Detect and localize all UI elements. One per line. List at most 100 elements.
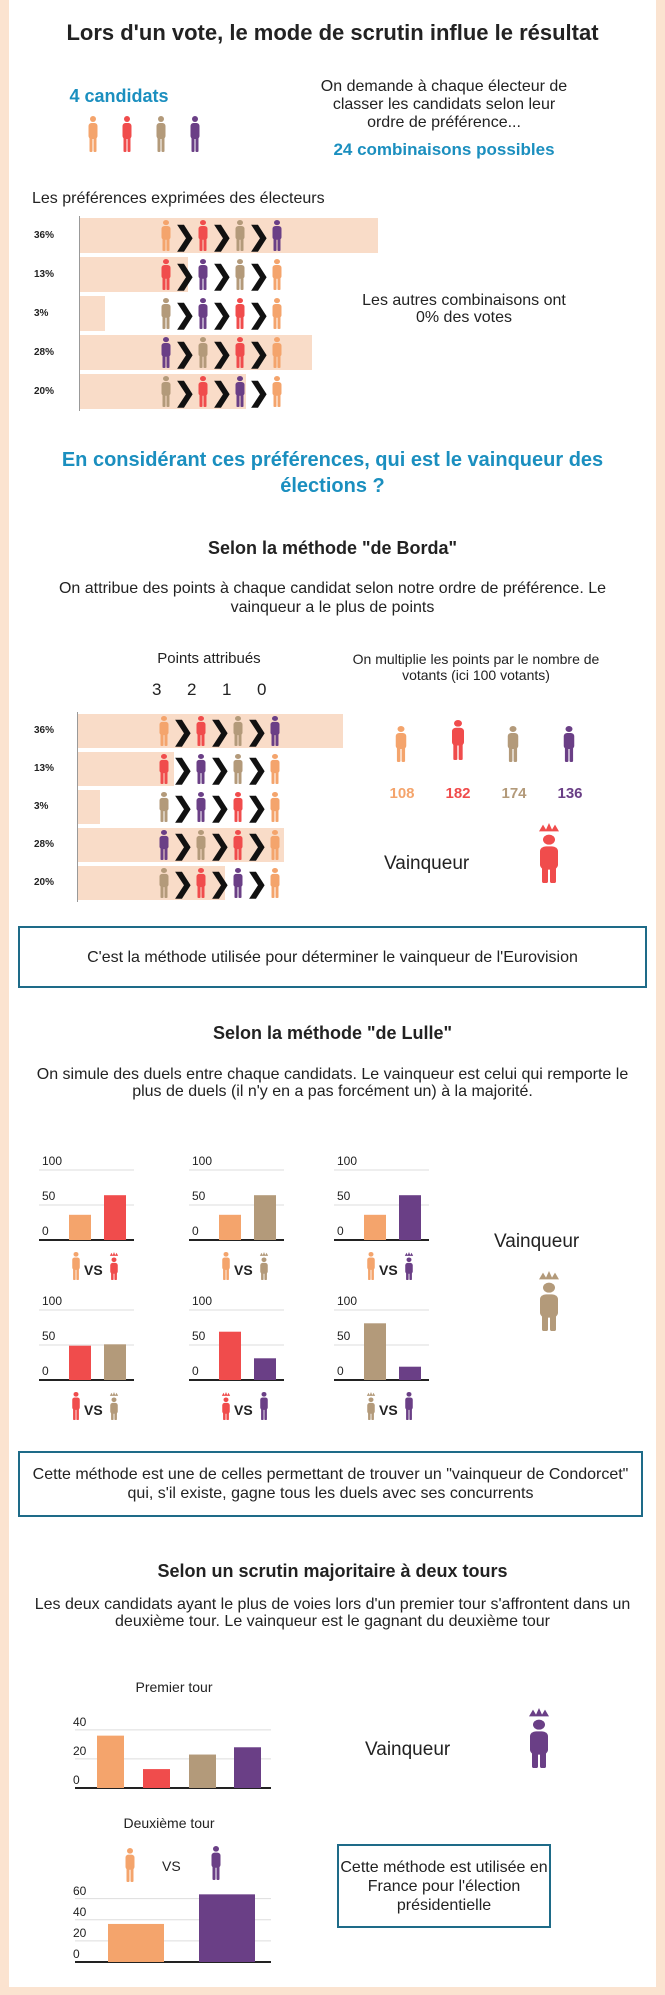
duel-bar (69, 1214, 91, 1240)
tan-candidate-icon (232, 754, 244, 784)
preferences-heading: Les préférences exprimées des électeurs (32, 190, 325, 207)
red-candidate-icon (197, 220, 209, 251)
preference-arrow-icon: ❯ (174, 337, 196, 368)
majority-heading: Selon un scrutin majoritaire à deux tour… (157, 1561, 508, 1581)
preference-arrow-icon: ❯ (174, 220, 196, 251)
round1-tick-label: 20 (73, 1743, 87, 1758)
purple-candidate-icon (271, 220, 283, 251)
round1-bar (189, 1754, 216, 1788)
duel-tick-label: 50 (192, 1329, 206, 1343)
lulle-winner-icon (537, 1271, 561, 1331)
purple-candidate-icon (197, 259, 209, 290)
crowned-winner-icon (527, 1708, 551, 1768)
purple-candidate-icon (210, 1846, 222, 1880)
tan-candidate-icon (158, 868, 170, 898)
duel-tick-label: 50 (337, 1189, 351, 1203)
share-bar (78, 714, 343, 748)
red-candidate-icon (232, 792, 244, 822)
preference-arrow-icon: ❯ (248, 220, 270, 251)
purple-candidate-icon (404, 1252, 414, 1280)
round2-bar (199, 1894, 255, 1962)
preference-arrow-icon: ❯ (172, 792, 194, 822)
round2-tick-label: 0 (73, 1947, 80, 1961)
infographic: Lors d'un vote, le mode de scrutin influ… (9, 0, 656, 1987)
borda-winner-icon (537, 823, 561, 883)
share-bar (78, 752, 174, 786)
orange-candidate-icon (271, 298, 283, 329)
preference-arrow-icon: ❯ (248, 298, 270, 329)
tan-candidate-icon (109, 1392, 119, 1420)
majority-winner-icon (527, 1708, 551, 1768)
round2-tick-label: 40 (73, 1904, 87, 1919)
red-candidate-icon (450, 720, 466, 760)
borda-note-box: C'est la méthode utilisée pour détermine… (18, 926, 647, 988)
round1-bar (234, 1747, 261, 1788)
tan-candidate-icon (234, 220, 246, 251)
axis-line (77, 712, 78, 902)
main-question: En considérant ces préférences, qui est … (61, 449, 604, 497)
preference-arrow-icon: ❯ (211, 337, 233, 368)
preference-arrow-icon: ❯ (174, 298, 196, 329)
red-candidate-icon (195, 716, 207, 746)
row-percent-label: 36% (34, 229, 55, 241)
majority-description: Les deux candidats ayant le plus de voie… (34, 1596, 631, 1630)
purple-candidate-icon (189, 116, 201, 152)
red-candidate-icon (232, 830, 244, 860)
preference-arrow-icon: ❯ (209, 830, 231, 860)
orange-candidate-icon (269, 754, 281, 784)
duel-tick-label: 0 (337, 1224, 344, 1238)
purple-candidate-icon (404, 1392, 414, 1420)
duel-bar (399, 1195, 421, 1240)
orange-candidate-icon (87, 116, 99, 152)
duel-bar (69, 1345, 91, 1380)
candidate-icons (87, 116, 217, 156)
orange-candidate-icon (124, 1848, 136, 1882)
duel-bar (364, 1214, 386, 1240)
orange-candidate-icon (269, 792, 281, 822)
row-percent-label: 20% (34, 385, 55, 397)
duel-bar (219, 1214, 241, 1240)
lulle-winner-label: Vainqueur (494, 1231, 580, 1252)
lulle-description: On simule des duels entre chaque candida… (36, 1066, 629, 1100)
row-percent-label: 13% (34, 763, 55, 774)
preference-arrow-icon: ❯ (248, 337, 270, 368)
orange-candidate-icon (271, 376, 283, 407)
preference-arrow-icon: ❯ (172, 716, 194, 746)
duel-tick-label: 50 (192, 1189, 206, 1203)
preference-arrow-icon: ❯ (211, 376, 233, 407)
row-percent-label: 3% (34, 801, 49, 812)
page-title: Lors d'un vote, le mode de scrutin influ… (66, 20, 599, 45)
purple-candidate-icon (195, 754, 207, 784)
duel-bar (104, 1195, 126, 1240)
share-bar (80, 296, 105, 331)
preference-arrow-icon: ❯ (209, 754, 231, 784)
duel-tick-label: 100 (192, 1154, 213, 1168)
tan-candidate-icon (232, 716, 244, 746)
preference-arrow-icon: ❯ (246, 716, 268, 746)
orange-candidate-icon (221, 1252, 231, 1280)
duel-bar (219, 1331, 241, 1380)
vs-label: VS (162, 1858, 181, 1874)
preference-arrow-icon: ❯ (211, 220, 233, 251)
duel-bar (104, 1344, 126, 1380)
points-label: Points attribués (157, 650, 261, 667)
orange-candidate-icon (366, 1252, 376, 1280)
points-value: 3 (152, 680, 162, 699)
lulle-heading: Selon la méthode "de Lulle" (212, 1023, 453, 1043)
purple-candidate-icon (160, 337, 172, 368)
purple-candidate-icon (562, 726, 576, 762)
orange-candidate-icon (158, 716, 170, 746)
duel-tick-label: 50 (42, 1189, 56, 1203)
preferences-chart: 36% ❯ ❯ ❯ 13% ❯ ❯ ❯ 3% ❯ ❯ ❯ 28% ❯ ❯ ❯ 20% ❯ ❯ ❯ (9, 212, 656, 412)
round1-bar (143, 1769, 170, 1788)
preference-arrow-icon: ❯ (172, 754, 194, 784)
preference-arrow-icon: ❯ (209, 792, 231, 822)
duel-tick-label: 100 (337, 1294, 358, 1308)
borda-score: 182 (445, 785, 471, 802)
borda-heading: Selon la méthode "de Borda" (207, 538, 458, 558)
duel-tick-label: 0 (337, 1364, 344, 1378)
lulle-note: Cette méthode est une de celles permetta… (32, 1466, 629, 1502)
purple-candidate-icon (232, 868, 244, 898)
vs-label: VS (234, 1402, 253, 1418)
candidates-count: 4 candidats (69, 86, 169, 106)
